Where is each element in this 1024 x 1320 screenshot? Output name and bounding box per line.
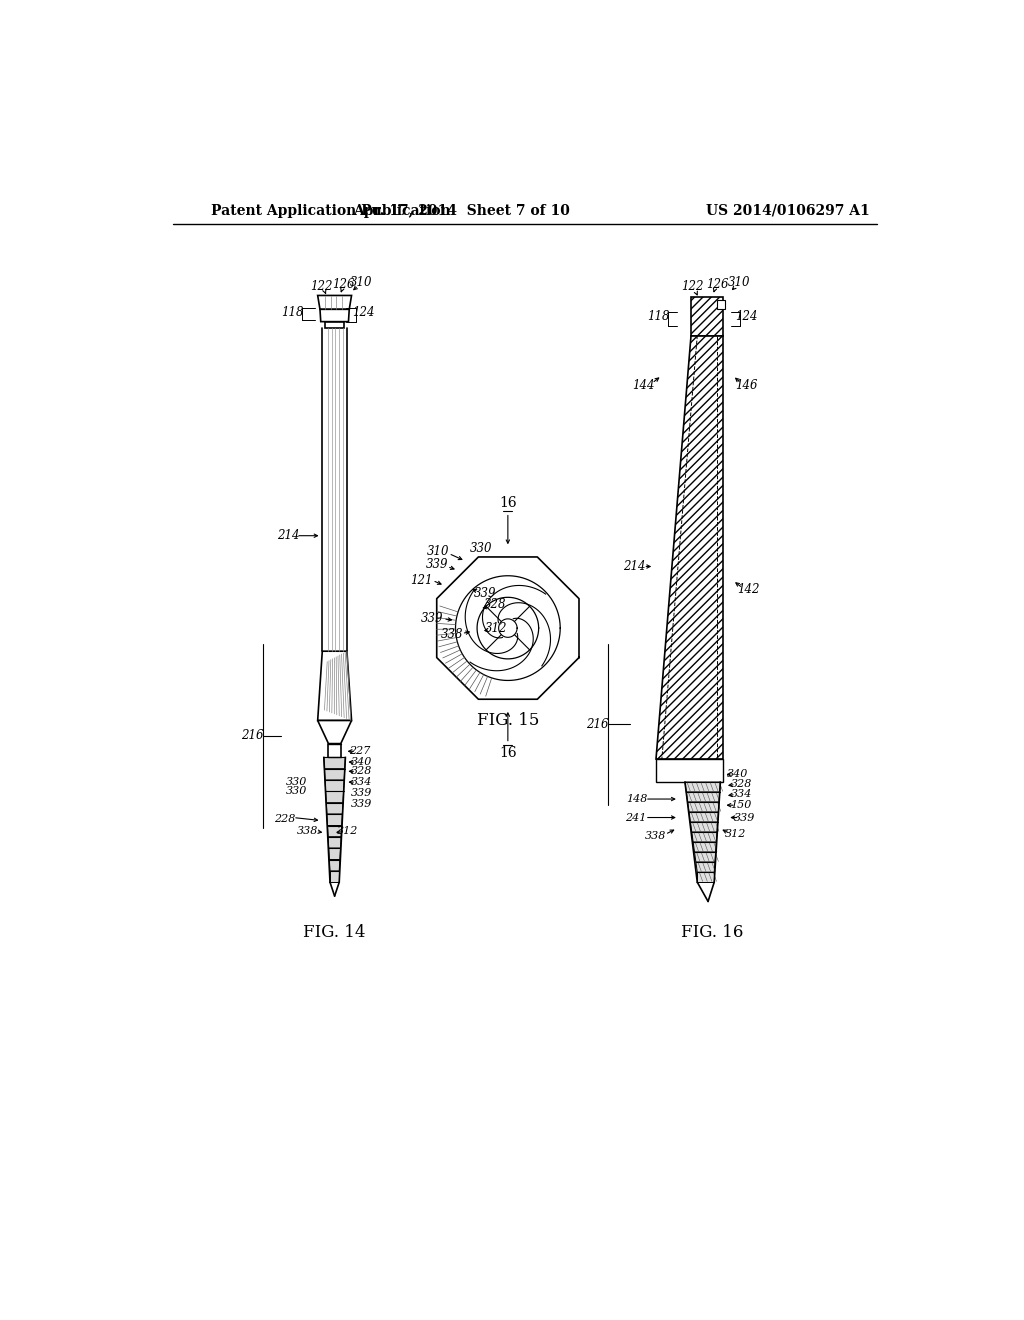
Text: 330: 330 xyxy=(286,777,307,787)
Text: 121: 121 xyxy=(411,574,433,587)
Text: 216: 216 xyxy=(586,718,608,731)
Text: Apr. 17, 2014  Sheet 7 of 10: Apr. 17, 2014 Sheet 7 of 10 xyxy=(353,203,570,218)
Polygon shape xyxy=(317,721,351,743)
Text: 338: 338 xyxy=(297,826,318,837)
Text: 328: 328 xyxy=(730,779,752,789)
Polygon shape xyxy=(688,803,719,812)
Text: 310: 310 xyxy=(728,276,751,289)
Text: 122: 122 xyxy=(310,280,333,293)
Text: 339: 339 xyxy=(351,788,373,797)
Text: 330: 330 xyxy=(470,541,493,554)
Polygon shape xyxy=(330,859,340,871)
Text: 228: 228 xyxy=(273,814,295,824)
Polygon shape xyxy=(326,792,343,803)
Text: 144: 144 xyxy=(632,379,654,392)
Polygon shape xyxy=(317,296,351,309)
Polygon shape xyxy=(327,814,342,825)
Text: 150: 150 xyxy=(730,800,752,810)
Text: 338: 338 xyxy=(645,832,667,841)
Text: 328: 328 xyxy=(351,767,373,776)
Polygon shape xyxy=(689,812,718,822)
Text: 16: 16 xyxy=(499,496,517,511)
Text: 118: 118 xyxy=(281,306,303,319)
Text: 126: 126 xyxy=(707,279,728,292)
Text: 330: 330 xyxy=(286,787,307,796)
Polygon shape xyxy=(329,849,340,859)
Text: 340: 340 xyxy=(727,770,748,779)
Text: 338: 338 xyxy=(441,628,464,640)
Text: FIG. 16: FIG. 16 xyxy=(681,924,743,941)
Polygon shape xyxy=(325,780,344,792)
Polygon shape xyxy=(655,759,724,781)
Text: FIG. 15: FIG. 15 xyxy=(477,711,539,729)
Polygon shape xyxy=(692,832,717,842)
Text: 310: 310 xyxy=(350,276,373,289)
Polygon shape xyxy=(697,873,714,882)
Text: Patent Application Publication: Patent Application Publication xyxy=(211,203,451,218)
Polygon shape xyxy=(324,758,345,768)
Polygon shape xyxy=(696,862,715,873)
Text: 124: 124 xyxy=(735,310,758,323)
Text: 339: 339 xyxy=(351,799,373,809)
Polygon shape xyxy=(317,651,351,721)
Text: 124: 124 xyxy=(352,306,375,319)
Text: 241: 241 xyxy=(625,813,646,822)
Text: 339: 339 xyxy=(421,612,443,626)
Text: 334: 334 xyxy=(730,789,752,800)
Polygon shape xyxy=(327,803,343,814)
Polygon shape xyxy=(325,768,345,780)
Text: US 2014/0106297 A1: US 2014/0106297 A1 xyxy=(706,203,869,218)
Polygon shape xyxy=(326,322,344,327)
Text: 216: 216 xyxy=(241,730,263,742)
Polygon shape xyxy=(693,842,716,853)
Polygon shape xyxy=(685,781,720,792)
Text: 16: 16 xyxy=(499,746,517,760)
Polygon shape xyxy=(330,871,339,882)
Polygon shape xyxy=(717,300,725,309)
Text: FIG. 14: FIG. 14 xyxy=(303,924,366,941)
Polygon shape xyxy=(686,792,720,803)
Text: 312: 312 xyxy=(725,829,746,840)
Text: 340: 340 xyxy=(351,758,373,767)
Text: 142: 142 xyxy=(737,583,760,597)
Text: 312: 312 xyxy=(337,826,358,837)
Polygon shape xyxy=(328,837,341,849)
Text: 118: 118 xyxy=(647,310,670,323)
Text: 122: 122 xyxy=(681,280,703,293)
Text: 334: 334 xyxy=(351,777,373,787)
Polygon shape xyxy=(694,853,716,862)
Polygon shape xyxy=(328,825,342,837)
Text: 227: 227 xyxy=(349,746,371,756)
Text: 339: 339 xyxy=(473,587,496,601)
Text: 146: 146 xyxy=(735,379,758,392)
Text: 328: 328 xyxy=(484,598,507,611)
Text: 339: 339 xyxy=(734,813,756,822)
Text: 214: 214 xyxy=(623,560,645,573)
Polygon shape xyxy=(690,822,718,832)
Text: 126: 126 xyxy=(333,279,355,292)
Text: 310: 310 xyxy=(427,545,450,557)
Polygon shape xyxy=(655,335,724,759)
Polygon shape xyxy=(319,309,349,322)
Text: 339: 339 xyxy=(426,558,449,572)
Text: 148: 148 xyxy=(626,795,647,804)
Text: 214: 214 xyxy=(278,529,300,543)
Polygon shape xyxy=(691,297,724,335)
Text: 312: 312 xyxy=(485,622,508,635)
